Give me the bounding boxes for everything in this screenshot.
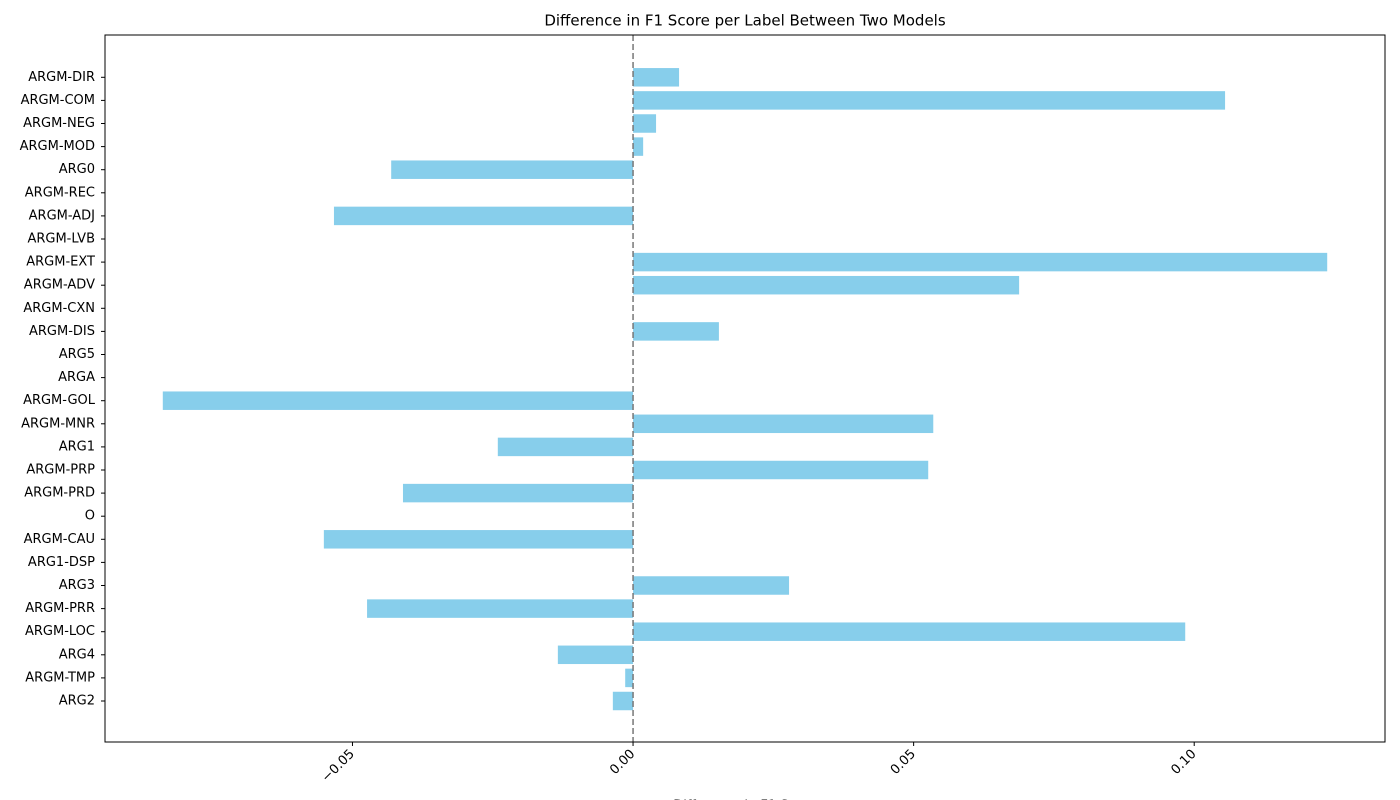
- y-tick-label: ARGM-MOD: [20, 139, 95, 154]
- plot-frame: [104, 34, 1386, 743]
- bar: [323, 530, 634, 549]
- y-tick-label: ARGM-ADJ: [29, 208, 95, 223]
- bar: [633, 68, 680, 87]
- y-tick-label: ARGM-CAU: [24, 532, 95, 547]
- y-tick-label: ARGM-GOL: [23, 393, 96, 408]
- bar: [633, 252, 1328, 272]
- bar: [391, 160, 634, 179]
- y-tick-label: ARGM-REC: [25, 185, 95, 200]
- bar: [633, 137, 644, 156]
- bar: [633, 414, 934, 434]
- y-tick-label: ARGM-COM: [21, 93, 95, 108]
- y-tick-label: ARGM-DIS: [29, 324, 95, 339]
- y-tick-label: ARGM-PRP: [26, 463, 95, 478]
- y-tick-label: ARGA: [58, 370, 95, 385]
- bar: [162, 391, 634, 410]
- y-tick-label: ARGM-TMP: [25, 670, 95, 685]
- y-tick-label: ARGM-EXT: [26, 255, 95, 270]
- y-tick-label: O: [85, 509, 95, 524]
- y-tick-label: ARGM-LOC: [25, 624, 95, 639]
- chart-title: Difference in F1 Score per Label Between…: [544, 12, 946, 30]
- bar: [333, 206, 634, 226]
- bar: [497, 437, 634, 457]
- y-tick-label: ARGM-PRR: [25, 601, 95, 616]
- bar: [633, 622, 1186, 641]
- x-tick-label: 0.05: [888, 747, 919, 778]
- x-tick-label: 0.10: [1168, 747, 1199, 778]
- bar: [633, 91, 1226, 110]
- x-tick-label: 0.00: [607, 747, 638, 778]
- y-tick-label: ARG5: [59, 347, 95, 362]
- x-tick-label: −0.05: [319, 747, 358, 786]
- bar: [633, 114, 657, 133]
- y-tick-label: ARGM-PRD: [24, 486, 95, 501]
- bar: [633, 460, 929, 480]
- y-tick-label: ARG0: [59, 162, 95, 177]
- y-tick-label: ARG1-DSP: [28, 555, 95, 570]
- bar: [633, 322, 719, 341]
- bar: [367, 599, 634, 618]
- y-tick-label: ARGM-ADV: [24, 278, 95, 293]
- y-tick-label: ARG4: [59, 647, 95, 662]
- bar: [633, 275, 1020, 295]
- bar: [625, 668, 634, 688]
- bar: [557, 645, 634, 665]
- bar: [633, 576, 790, 595]
- y-tick-label: ARGM-CXN: [23, 301, 95, 316]
- y-tick-label: ARG3: [59, 578, 95, 593]
- y-tick-label: ARGM-NEG: [23, 116, 95, 131]
- x-axis-label: Difference in F1 Score: [673, 799, 816, 800]
- bar: [402, 483, 634, 503]
- y-tick-label: ARG1: [59, 439, 95, 454]
- bar: [612, 691, 634, 711]
- y-tick-label: ARGM-LVB: [27, 232, 95, 247]
- y-tick-label: ARG2: [59, 694, 95, 709]
- y-tick-label: ARGM-MNR: [21, 416, 95, 431]
- y-tick-label: ARGM-DIR: [28, 70, 95, 85]
